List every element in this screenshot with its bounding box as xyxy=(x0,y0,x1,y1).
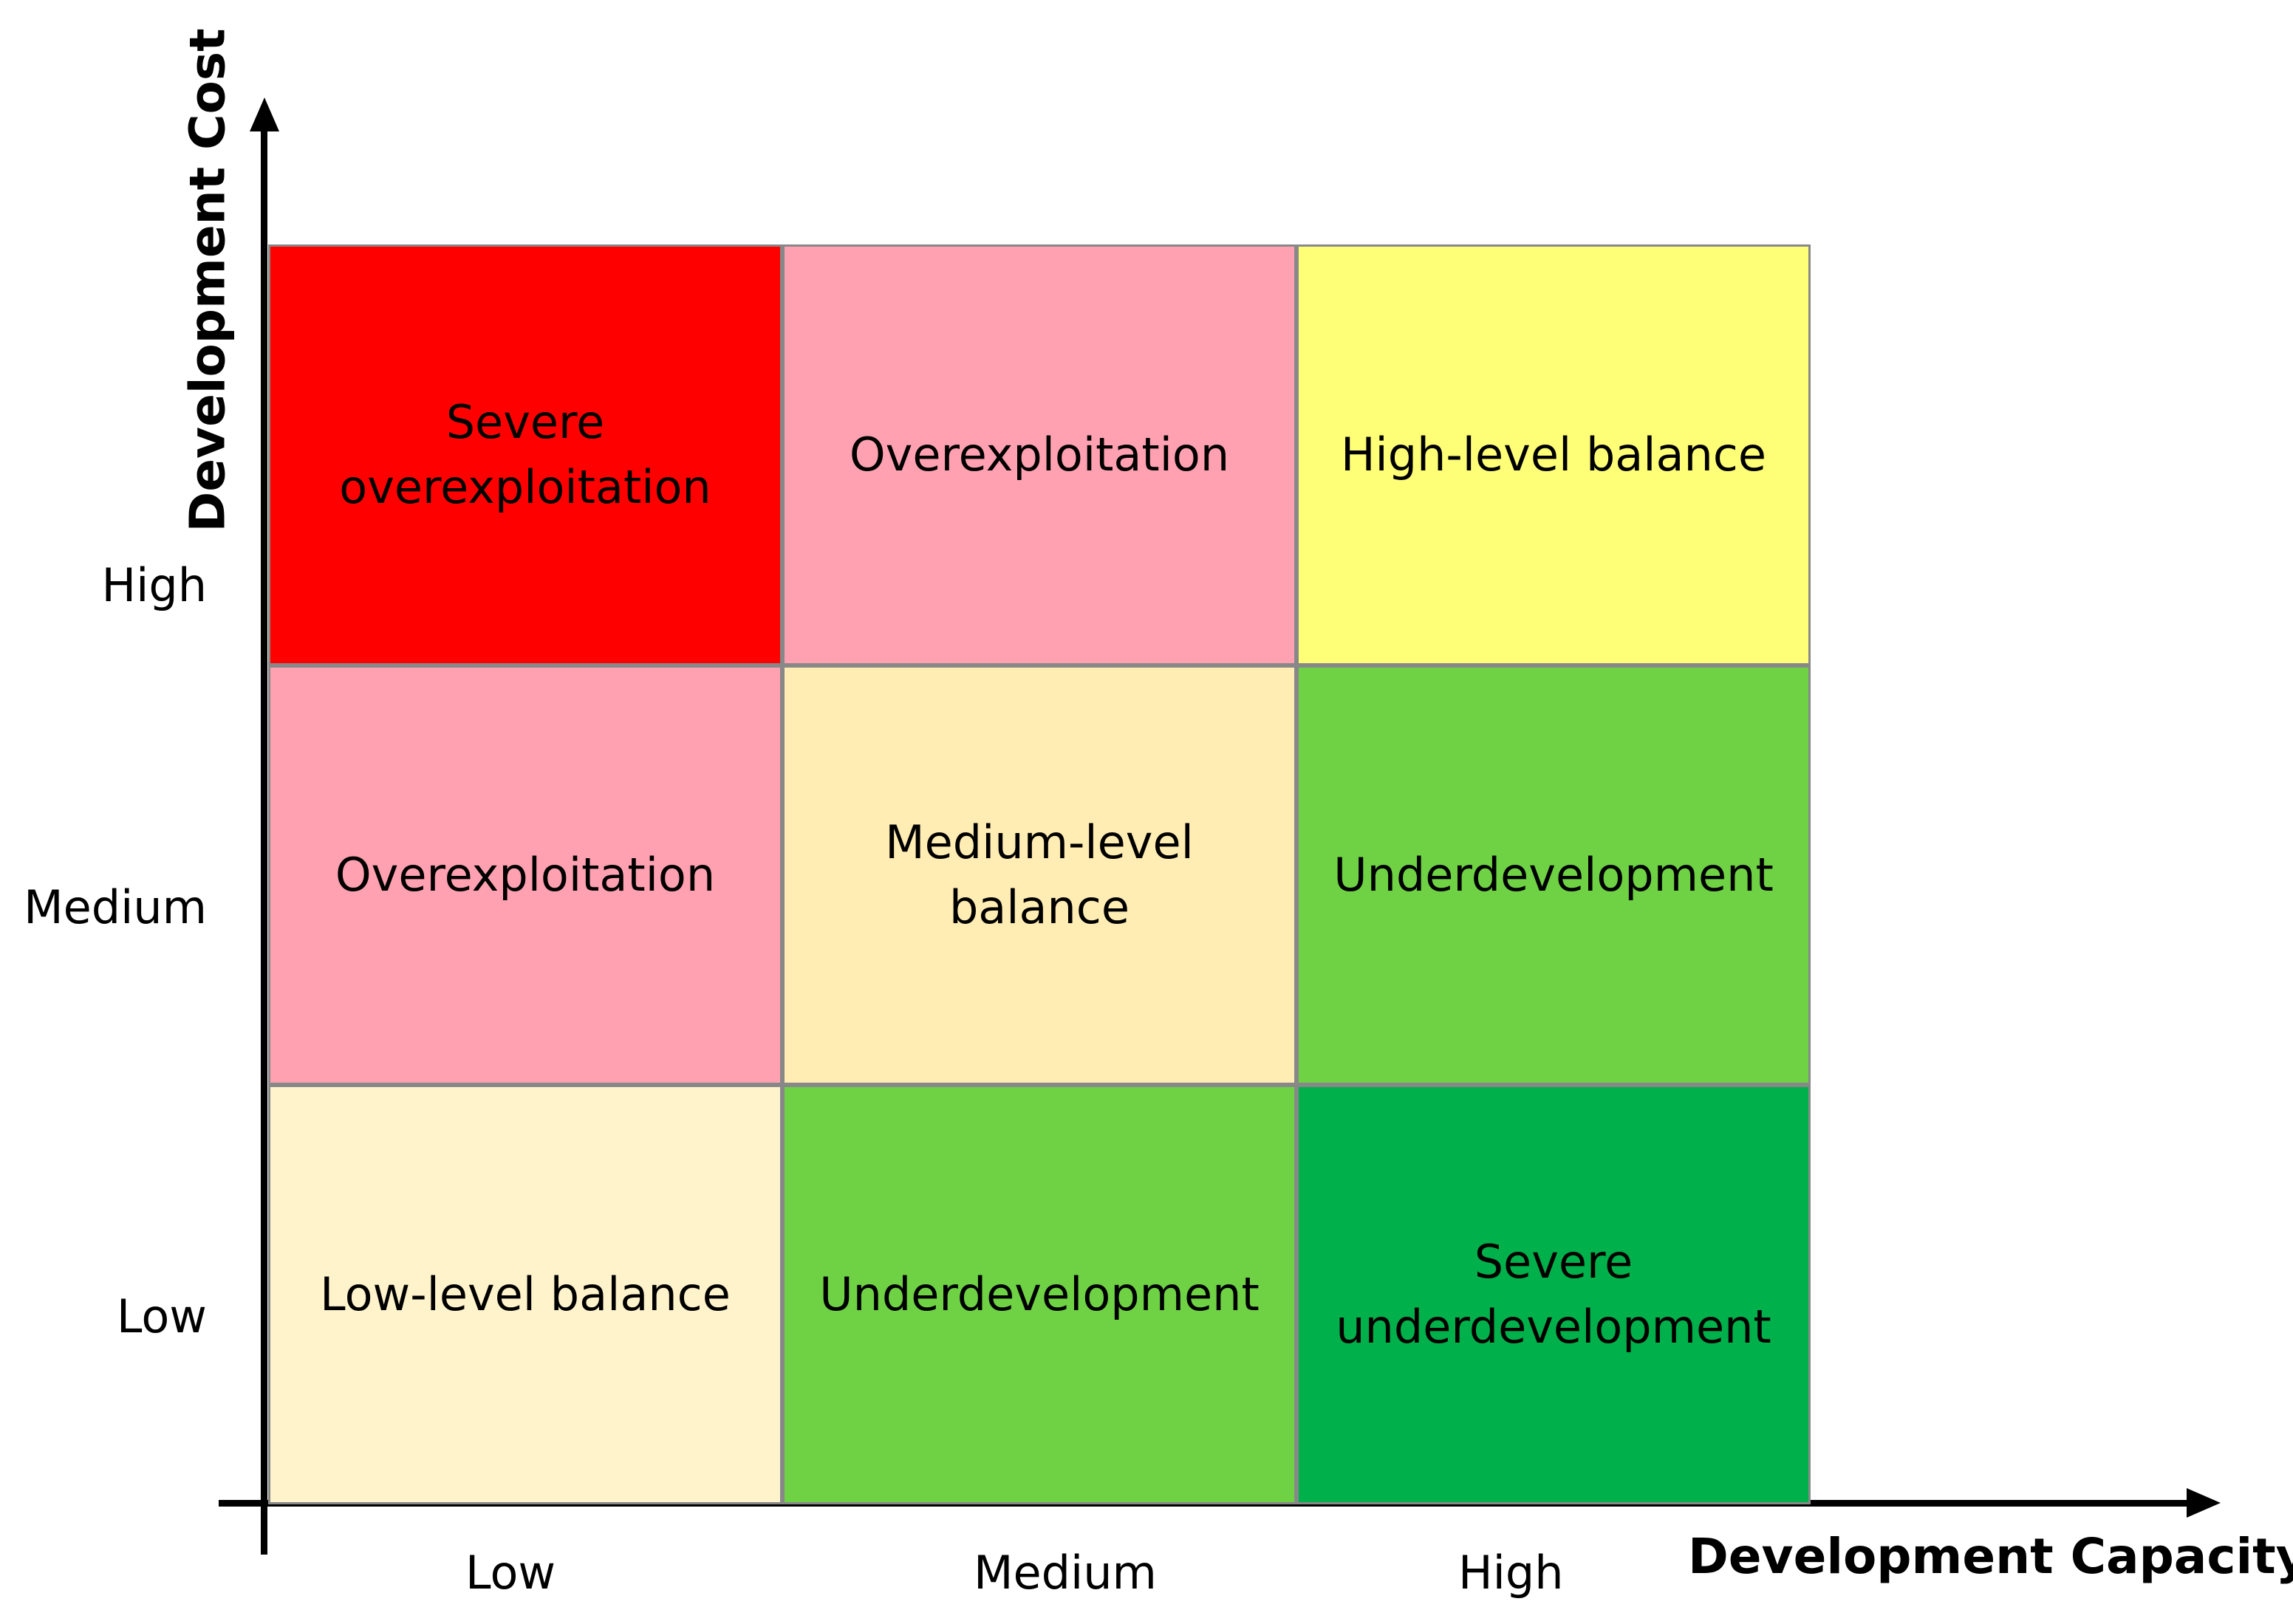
x-tick-medium: Medium xyxy=(974,1546,1157,1600)
cell-label: Overexploitation xyxy=(849,428,1230,482)
cell-label: Underdevelopment xyxy=(1333,848,1774,902)
cell-cost-medium-capacity-high: Underdevelopment xyxy=(1296,665,1811,1085)
cell-cost-medium-capacity-low: Overexploitation xyxy=(268,665,782,1085)
cell-cost-high-capacity-high: High-level balance xyxy=(1296,244,1811,665)
y-tick-medium: Medium xyxy=(24,880,207,934)
y-tick-low: Low xyxy=(116,1289,207,1343)
y-tick-high: High xyxy=(101,558,208,612)
y-axis-title: Development Cost xyxy=(179,28,236,532)
cell-cost-low-capacity-low: Low-level balance xyxy=(268,1085,782,1504)
x-tick-low: Low xyxy=(465,1546,556,1600)
x-tick-high: High xyxy=(1458,1546,1564,1600)
cell-cost-medium-capacity-medium: Medium-level balance xyxy=(782,665,1296,1085)
cell-label: Severe underdevelopment xyxy=(1336,1235,1771,1354)
x-axis-title: Development Capacity xyxy=(1688,1528,2293,1585)
y-axis-line xyxy=(261,126,267,1555)
cell-cost-low-capacity-high: Severe underdevelopment xyxy=(1296,1085,1811,1504)
cell-label: Overexploitation xyxy=(335,848,716,902)
cell-label: Low-level balance xyxy=(320,1267,731,1321)
development-matrix: Severe overexploitation Overexploitation… xyxy=(268,244,1811,1504)
cell-cost-low-capacity-medium: Underdevelopment xyxy=(782,1085,1296,1504)
cell-label: Severe overexploitation xyxy=(339,395,711,514)
cell-cost-high-capacity-low: Severe overexploitation xyxy=(268,244,782,665)
cell-cost-high-capacity-medium: Overexploitation xyxy=(782,244,1296,665)
cell-label: Underdevelopment xyxy=(819,1267,1260,1321)
cell-label: Medium-level balance xyxy=(885,815,1194,934)
y-axis-arrow-icon xyxy=(250,97,279,131)
cell-label: High-level balance xyxy=(1340,428,1767,482)
x-axis-arrow-icon xyxy=(2187,1488,2221,1518)
